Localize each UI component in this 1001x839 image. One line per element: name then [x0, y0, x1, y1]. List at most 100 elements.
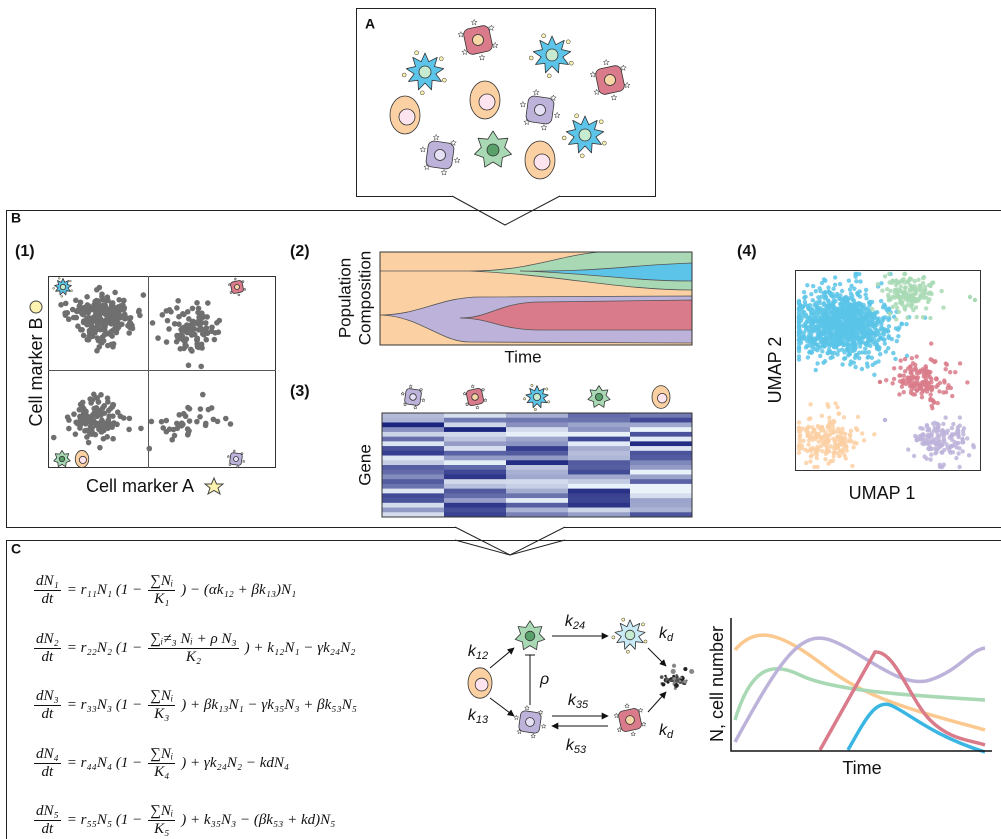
heat-cell [568, 503, 630, 508]
point [938, 463, 942, 467]
point [797, 334, 801, 338]
stream-plot [380, 252, 692, 345]
receptor [541, 125, 547, 130]
point [146, 446, 152, 452]
point [809, 292, 813, 296]
point [956, 451, 960, 455]
point [843, 317, 847, 321]
point [938, 381, 942, 385]
point [918, 294, 922, 298]
point [855, 291, 859, 295]
receptor [542, 724, 547, 728]
point [911, 308, 915, 312]
denominator: dt [40, 706, 56, 723]
heat-cell [630, 465, 692, 470]
point [811, 284, 815, 288]
point [928, 457, 932, 461]
point [199, 326, 205, 332]
heat-cell [630, 427, 692, 432]
cell-icon [562, 114, 606, 158]
point [920, 441, 924, 445]
heat-cell [506, 493, 568, 498]
point [906, 447, 910, 451]
point [190, 306, 196, 312]
heat-cell [506, 508, 568, 513]
point [912, 375, 916, 379]
point [954, 445, 958, 449]
heat-cell [506, 432, 568, 437]
point [837, 334, 841, 338]
point [845, 331, 849, 335]
point [859, 319, 863, 323]
point [817, 326, 821, 330]
point [169, 437, 175, 443]
point [828, 349, 832, 353]
cell-icon [529, 34, 573, 78]
heat-cell [568, 508, 630, 513]
nucleus [60, 284, 65, 289]
point [918, 426, 922, 430]
point [885, 287, 889, 291]
point [944, 442, 948, 446]
point [797, 325, 801, 329]
point [957, 465, 961, 469]
point [73, 297, 79, 303]
point [797, 320, 801, 324]
point [116, 305, 122, 311]
point [942, 431, 946, 435]
fraction: ∑NᵢK₃ [148, 688, 175, 723]
point [928, 392, 932, 396]
point [871, 363, 875, 367]
point [811, 298, 815, 302]
point [74, 309, 80, 315]
point [863, 325, 867, 329]
point [924, 296, 928, 300]
point [63, 301, 69, 307]
point [810, 319, 814, 323]
rate-sub: 53 [574, 744, 587, 756]
point [116, 297, 122, 303]
axis-title: UMAP 2 [765, 337, 785, 404]
point [910, 302, 914, 306]
point [96, 299, 102, 305]
point [840, 289, 844, 293]
point [51, 435, 57, 441]
nucleus [475, 678, 488, 691]
receptor [566, 40, 570, 44]
point [118, 413, 124, 419]
point [845, 301, 849, 305]
point [827, 304, 831, 308]
heat-cell [568, 474, 630, 479]
point [830, 325, 834, 329]
point [90, 420, 96, 426]
receptor [644, 640, 647, 643]
point [798, 338, 802, 342]
point [848, 432, 852, 436]
point [181, 312, 187, 318]
heat-cell [444, 418, 506, 423]
point [835, 451, 839, 455]
heat-cell [506, 470, 568, 475]
point [177, 346, 183, 352]
point [214, 320, 220, 326]
nucleus [579, 129, 591, 141]
equation-term: ) + k₁₂N₁ − γk₂₄N₂ [245, 640, 356, 657]
receptor [523, 398, 525, 400]
receptor [614, 713, 619, 717]
point [887, 334, 891, 338]
point [866, 339, 870, 343]
point [71, 411, 77, 417]
nucleus [535, 105, 546, 116]
point [887, 324, 891, 328]
point [914, 315, 918, 319]
point [858, 344, 862, 348]
heat-cell [444, 432, 506, 437]
heat-cell [444, 437, 506, 442]
point [77, 303, 83, 309]
point [830, 355, 834, 359]
heat-cell [630, 441, 692, 446]
receptor [641, 623, 644, 626]
point [842, 357, 846, 361]
heat-cell [444, 474, 506, 479]
point [820, 414, 824, 418]
